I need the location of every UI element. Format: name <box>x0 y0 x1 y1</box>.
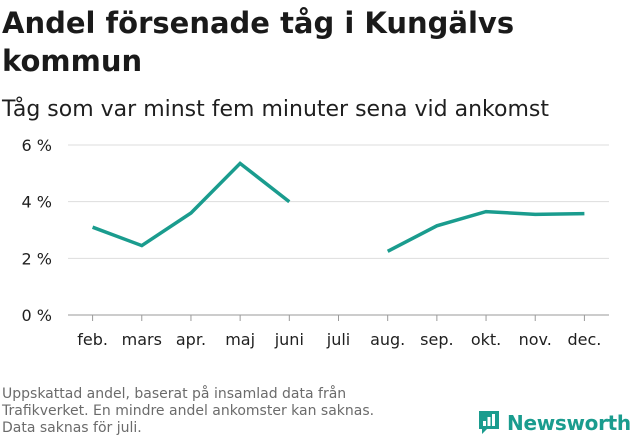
x-tick-label: okt. <box>471 330 501 349</box>
series-lines <box>91 161 585 253</box>
brand-logo: Newsworthy <box>477 408 631 438</box>
chart-subtitle: Tåg som var minst fem minuter sena vid a… <box>2 97 549 122</box>
footnote-line-2: Trafikverket. En mindre andel ankomster … <box>2 403 375 419</box>
x-axis-labels: feb. mars apr. maj juni juli aug. sep. okt. nov. d… <box>77 315 601 349</box>
x-tick-label: nov. <box>519 330 552 349</box>
x-tick-label: sep. <box>420 330 453 349</box>
x-tick-label: aug. <box>370 330 405 349</box>
x-tick-label: juli <box>326 330 350 349</box>
x-tick-label: apr. <box>176 330 206 349</box>
y-tick-label: 6 % <box>22 136 52 155</box>
footnote-line-1: Uppskattad andel, baserat på insamlad da… <box>2 386 347 402</box>
x-tick-label: maj <box>225 330 255 349</box>
y-tick-label: 2 % <box>22 249 52 268</box>
x-tick-label: juni <box>274 330 304 349</box>
footnote-line-3: Data saknas för juli. <box>2 420 142 436</box>
x-tick-label: feb. <box>77 330 108 349</box>
footnote: Uppskattad andel, baserat på insamlad da… <box>2 386 442 437</box>
series-line <box>91 161 585 253</box>
chart-title: Andel försenade tåg i Kungälvs kommun <box>2 6 515 78</box>
bar-chart-icon <box>479 411 499 434</box>
x-tick-label: mars <box>122 330 162 349</box>
y-tick-label: 0 % <box>22 306 52 325</box>
gridlines <box>68 144 609 316</box>
x-tick-label: dec. <box>567 330 601 349</box>
y-axis-labels: 0 % 2 % 4 % 6 % <box>22 136 52 325</box>
brand-name: Newsworthy <box>507 411 631 435</box>
y-tick-label: 4 % <box>22 193 52 212</box>
